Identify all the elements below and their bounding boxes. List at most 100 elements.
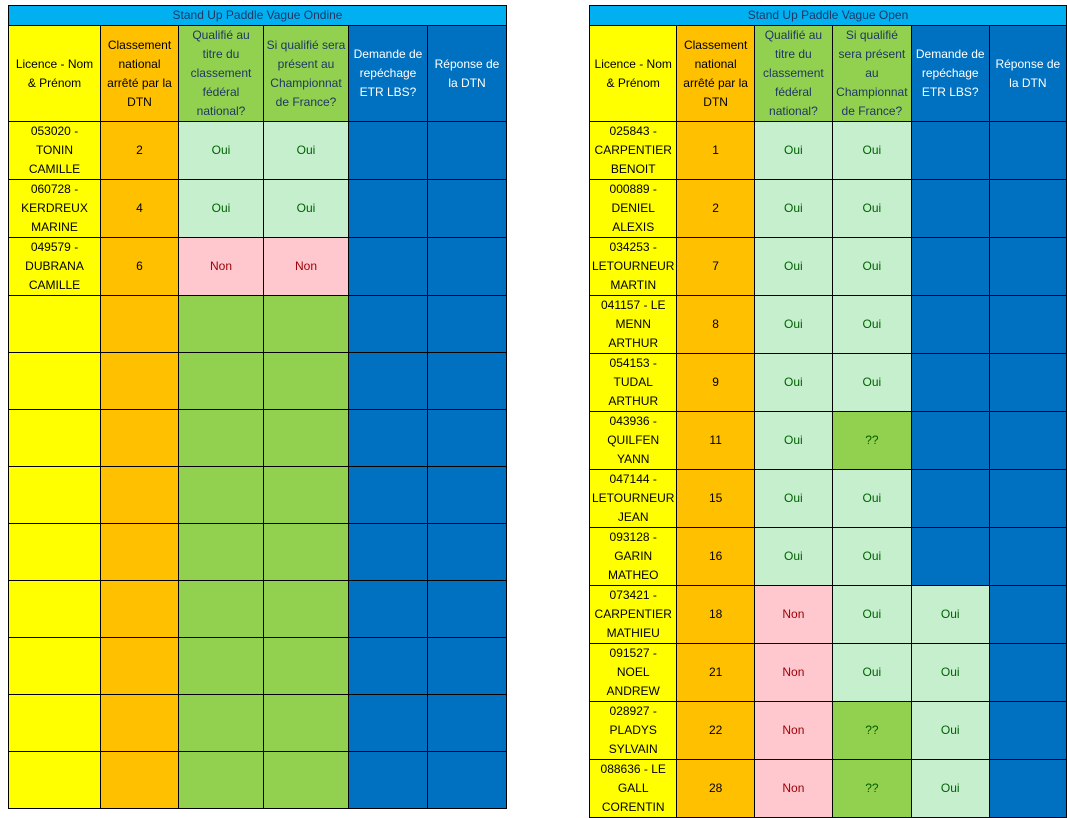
cell-licence[interactable]: 034253 - LETOURNEUR MARTIN [588, 237, 678, 296]
cell-reponse[interactable] [427, 580, 507, 638]
cell-present[interactable] [263, 466, 349, 524]
cell-reponse[interactable] [988, 121, 1067, 180]
cell-qualifie[interactable]: Non [753, 759, 833, 818]
cell-classement[interactable] [100, 523, 179, 581]
cell-present[interactable]: Oui [831, 295, 912, 354]
cell-present[interactable] [263, 580, 349, 638]
cell-reponse[interactable] [427, 466, 507, 524]
cell-repechage[interactable] [910, 179, 990, 238]
cell-repechage[interactable] [348, 580, 428, 638]
header-licence[interactable]: Licence - Nom & Prénom [588, 25, 678, 122]
cell-qualifie[interactable] [178, 523, 264, 581]
cell-qualifie[interactable] [178, 751, 264, 809]
header-reponse[interactable]: Réponse de la DTN [427, 25, 507, 122]
cell-repechage[interactable] [348, 466, 428, 524]
header-present[interactable]: Si qualifié sera présent au Championnat … [263, 25, 349, 122]
cell-qualifie[interactable]: Non [753, 585, 833, 644]
cell-present[interactable]: Oui [831, 469, 912, 528]
cell-classement[interactable] [100, 466, 179, 524]
cell-qualifie[interactable]: Oui [753, 469, 833, 528]
cell-qualifie[interactable]: Oui [753, 237, 833, 296]
cell-repechage[interactable] [910, 469, 990, 528]
cell-reponse[interactable] [427, 352, 507, 410]
cell-licence[interactable] [8, 466, 101, 524]
cell-licence[interactable] [8, 523, 101, 581]
cell-repechage[interactable] [348, 237, 428, 296]
cell-reponse[interactable] [988, 585, 1067, 644]
cell-reponse[interactable] [427, 523, 507, 581]
cell-qualifie[interactable]: Non [753, 701, 833, 760]
cell-classement[interactable] [100, 295, 179, 353]
cell-repechage[interactable]: Oui [910, 759, 990, 818]
cell-reponse[interactable] [427, 295, 507, 353]
cell-reponse[interactable] [988, 469, 1067, 528]
cell-present[interactable]: Oui [831, 179, 912, 238]
cell-present[interactable]: Oui [831, 527, 912, 586]
cell-classement[interactable] [100, 580, 179, 638]
cell-repechage[interactable] [348, 694, 428, 752]
cell-present[interactable]: ?? [831, 701, 912, 760]
cell-present[interactable] [263, 352, 349, 410]
cell-licence[interactable]: 054153 - TUDAL ARTHUR [588, 353, 678, 412]
cell-classement[interactable]: 11 [676, 411, 755, 470]
cell-classement[interactable]: 22 [676, 701, 755, 760]
header-licence[interactable]: Licence - Nom & Prénom [8, 25, 101, 122]
cell-licence[interactable]: 093128 - GARIN MATHEO [588, 527, 678, 586]
cell-qualifie[interactable] [178, 637, 264, 695]
cell-present[interactable]: Non [263, 237, 349, 296]
cell-qualifie[interactable] [178, 694, 264, 752]
cell-repechage[interactable] [910, 121, 990, 180]
cell-classement[interactable] [100, 352, 179, 410]
cell-reponse[interactable] [988, 701, 1067, 760]
header-repechage[interactable]: Demande de repéchage ETR LBS? [348, 25, 428, 122]
header-qualifie[interactable]: Qualifié au titre du classement fédéral … [753, 25, 833, 122]
cell-qualifie[interactable] [178, 466, 264, 524]
cell-licence[interactable]: 047144 - LETOURNEUR JEAN [588, 469, 678, 528]
cell-reponse[interactable] [427, 694, 507, 752]
cell-classement[interactable]: 28 [676, 759, 755, 818]
cell-repechage[interactable] [910, 527, 990, 586]
cell-reponse[interactable] [988, 237, 1067, 296]
cell-present[interactable]: Oui [831, 585, 912, 644]
cell-licence[interactable] [8, 637, 101, 695]
cell-present[interactable]: Oui [263, 179, 349, 238]
cell-present[interactable]: Oui [831, 353, 912, 412]
cell-classement[interactable]: 15 [676, 469, 755, 528]
cell-reponse[interactable] [988, 353, 1067, 412]
cell-reponse[interactable] [988, 527, 1067, 586]
cell-classement[interactable]: 16 [676, 527, 755, 586]
header-reponse[interactable]: Réponse de la DTN [988, 25, 1067, 122]
cell-repechage[interactable] [910, 237, 990, 296]
cell-qualifie[interactable]: Oui [753, 527, 833, 586]
cell-repechage[interactable]: Oui [910, 643, 990, 702]
cell-repechage[interactable] [348, 409, 428, 467]
cell-reponse[interactable] [427, 751, 507, 809]
cell-qualifie[interactable] [178, 580, 264, 638]
cell-qualifie[interactable] [178, 295, 264, 353]
cell-present[interactable] [263, 751, 349, 809]
cell-repechage[interactable] [348, 121, 428, 180]
cell-licence[interactable]: 060728 - KERDREUX MARINE [8, 179, 101, 238]
cell-present[interactable] [263, 694, 349, 752]
cell-reponse[interactable] [988, 295, 1067, 354]
cell-reponse[interactable] [988, 411, 1067, 470]
cell-reponse[interactable] [427, 409, 507, 467]
cell-repechage[interactable] [348, 637, 428, 695]
cell-classement[interactable] [100, 751, 179, 809]
cell-reponse[interactable] [427, 179, 507, 238]
cell-licence[interactable]: 073421 - CARPENTIER MATHIEU [588, 585, 678, 644]
header-classement[interactable]: Classement national arrêté par la DTN [100, 25, 179, 122]
cell-licence[interactable] [8, 295, 101, 353]
cell-classement[interactable] [100, 409, 179, 467]
cell-present[interactable]: Oui [263, 121, 349, 180]
right-sheet-title[interactable]: Stand Up Paddle Vague Open [589, 5, 1067, 26]
header-qualifie[interactable]: Qualifié au titre du classement fédéral … [178, 25, 264, 122]
cell-qualifie[interactable]: Oui [178, 179, 264, 238]
cell-classement[interactable]: 2 [100, 121, 179, 180]
cell-reponse[interactable] [427, 121, 507, 180]
cell-qualifie[interactable]: Oui [753, 353, 833, 412]
cell-repechage[interactable] [910, 411, 990, 470]
cell-classement[interactable]: 21 [676, 643, 755, 702]
cell-qualifie[interactable] [178, 409, 264, 467]
cell-reponse[interactable] [988, 643, 1067, 702]
